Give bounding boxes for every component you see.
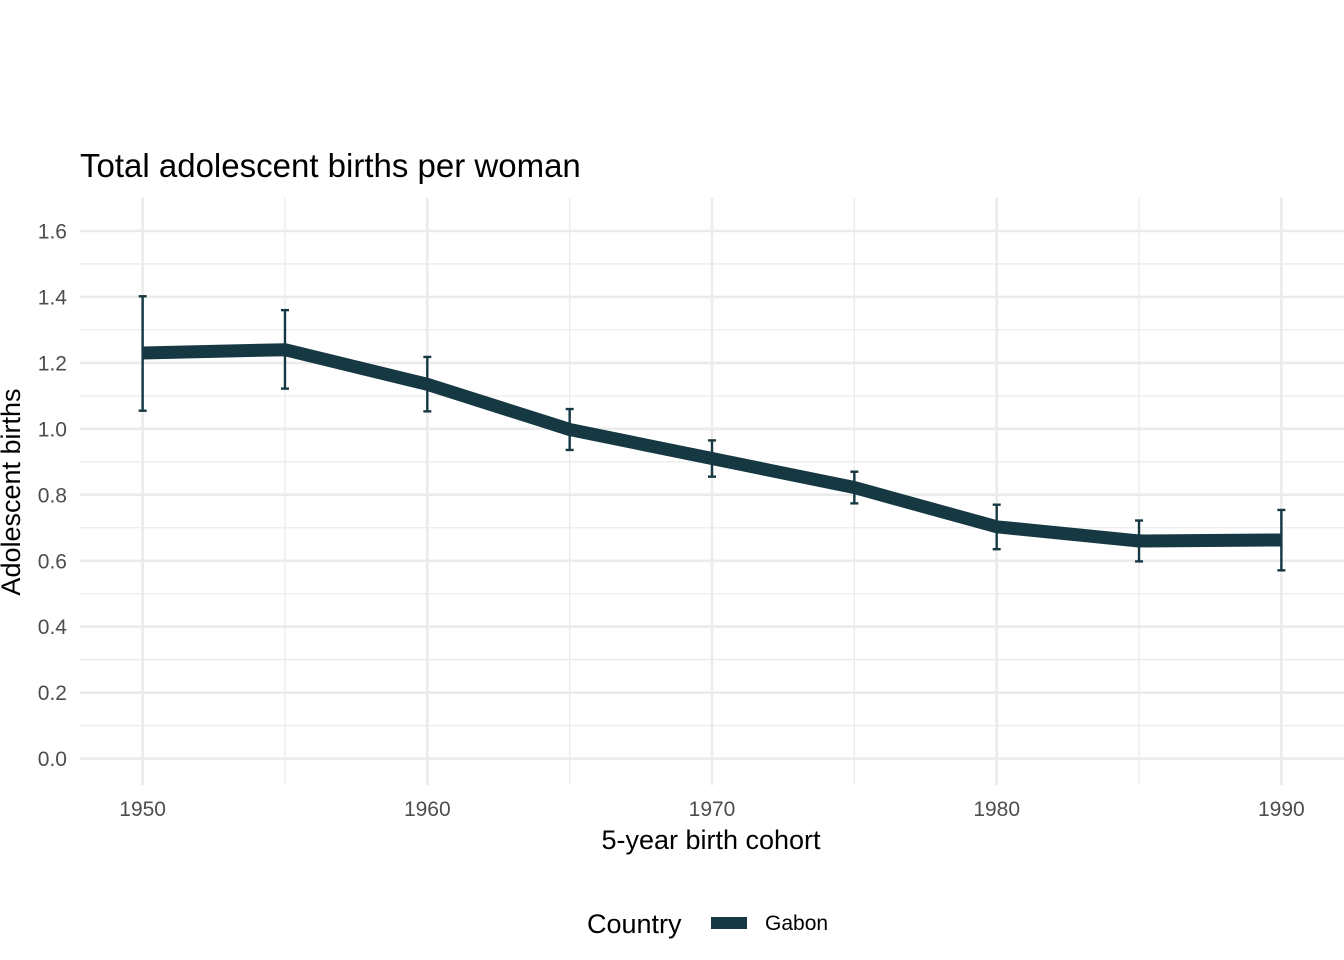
x-tick-label: 1980 — [973, 798, 1020, 821]
grid-major — [80, 198, 1344, 785]
series-line-gabon — [142, 343, 1282, 548]
y-tick-label: 1.6 — [38, 220, 67, 243]
y-tick-label: 0.4 — [38, 616, 68, 639]
y-tick-label: 0.6 — [38, 550, 67, 573]
legend-key-gabon — [711, 917, 747, 929]
y-tick-label: 0.2 — [38, 682, 67, 705]
y-axis-tick-labels: 0.0 0.2 0.4 0.6 0.8 1.0 1.2 1.4 1.6 — [38, 220, 68, 771]
y-tick-label: 1.2 — [38, 352, 67, 375]
legend: Country Gabon — [587, 909, 828, 939]
x-tick-label: 1970 — [689, 798, 736, 821]
x-tick-label: 1990 — [1258, 798, 1305, 821]
x-tick-label: 1950 — [119, 798, 166, 821]
y-tick-label: 0.0 — [38, 748, 67, 771]
x-axis-title: 5-year birth cohort — [601, 825, 821, 855]
legend-title: Country — [587, 909, 682, 939]
x-tick-label: 1960 — [404, 798, 451, 821]
y-axis-title: Adolescent births — [0, 388, 26, 595]
series-layer — [138, 295, 1286, 572]
chart-title: Total adolescent births per woman — [80, 147, 581, 184]
y-tick-label: 1.4 — [38, 286, 68, 309]
y-tick-label: 0.8 — [38, 484, 67, 507]
error-bar — [138, 295, 147, 412]
x-axis-tick-labels: 1950 1960 1970 1980 1990 — [119, 798, 1304, 821]
legend-label-gabon: Gabon — [765, 912, 828, 935]
y-tick-label: 1.0 — [38, 418, 67, 441]
